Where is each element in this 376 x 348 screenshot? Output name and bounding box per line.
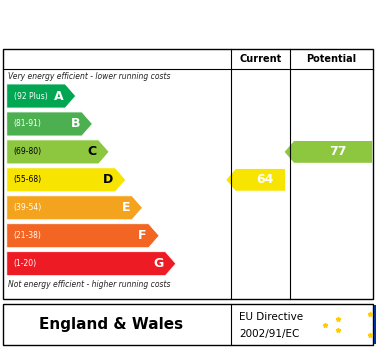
Polygon shape <box>7 84 76 108</box>
Text: 2002/91/EC: 2002/91/EC <box>239 329 299 339</box>
Polygon shape <box>226 169 285 191</box>
Text: D: D <box>103 173 114 186</box>
Polygon shape <box>7 168 126 192</box>
Text: Current: Current <box>239 54 282 64</box>
Text: F: F <box>138 229 147 242</box>
Text: 77: 77 <box>329 145 346 158</box>
Text: (92 Plus): (92 Plus) <box>14 92 47 101</box>
Text: England & Wales: England & Wales <box>39 317 183 332</box>
Text: Energy Efficiency Rating: Energy Efficiency Rating <box>64 15 312 32</box>
Text: Potential: Potential <box>306 54 356 64</box>
Polygon shape <box>7 112 92 136</box>
Polygon shape <box>285 141 372 163</box>
Polygon shape <box>7 252 176 276</box>
Text: Not energy efficient - higher running costs: Not energy efficient - higher running co… <box>8 280 170 289</box>
Polygon shape <box>7 140 109 164</box>
Text: (21-38): (21-38) <box>14 231 41 240</box>
Text: G: G <box>153 257 164 270</box>
Text: (81-91): (81-91) <box>14 119 41 128</box>
Text: A: A <box>54 89 63 103</box>
Polygon shape <box>7 196 143 220</box>
Text: (1-20): (1-20) <box>14 259 37 268</box>
Bar <box>3 304 373 345</box>
Text: Very energy efficient - lower running costs: Very energy efficient - lower running co… <box>8 72 170 81</box>
Text: C: C <box>88 145 97 158</box>
Text: 64: 64 <box>256 173 274 186</box>
Text: B: B <box>71 118 80 130</box>
Text: (69-80): (69-80) <box>14 148 42 156</box>
Text: (55-68): (55-68) <box>14 175 42 184</box>
Bar <box>374 305 376 344</box>
Text: (39-54): (39-54) <box>14 203 42 212</box>
Text: E: E <box>121 201 130 214</box>
Text: EU Directive: EU Directive <box>239 313 303 323</box>
Polygon shape <box>7 224 159 248</box>
